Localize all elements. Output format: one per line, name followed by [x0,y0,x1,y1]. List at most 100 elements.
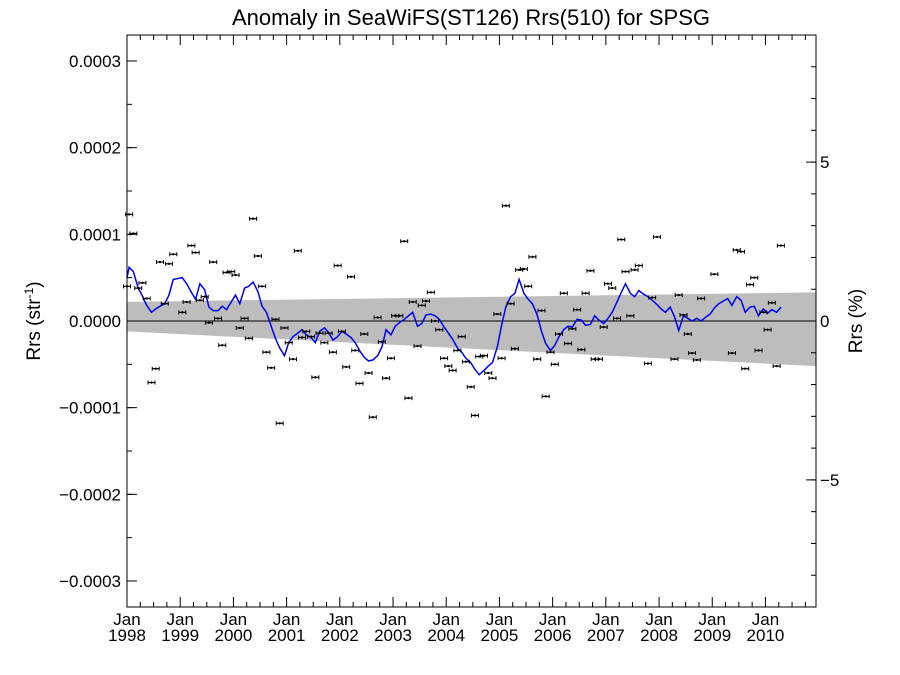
data-point-marker [411,300,414,304]
data-point [311,375,320,380]
data-point-marker [247,337,251,340]
data-point [466,384,475,389]
data-point-marker [655,235,659,239]
data-point-marker [260,285,264,288]
x-tick-month-label: Jan [433,610,460,629]
data-point-marker [145,297,148,300]
data-point [258,284,267,289]
right-y-tick-label: 0 [820,312,829,331]
data-point-marker [620,238,623,241]
data-point [417,303,426,308]
data-point [364,371,373,375]
data-point [461,359,470,364]
data-point [368,415,377,420]
data-point-marker [190,244,193,247]
data-point [288,357,297,362]
data-point [151,366,160,371]
x-tick-year-label: 2002 [321,626,359,645]
data-point [493,312,502,317]
data-point [581,291,590,296]
data-point-marker [358,382,361,385]
data-point [337,329,346,334]
x-tick-month-label: Jan [699,610,726,629]
data-point-marker [363,332,366,336]
data-point-marker [318,331,321,335]
data-point-marker [376,316,379,319]
data-point [413,344,422,349]
x-tick-year-label: 2000 [214,626,252,645]
data-point [328,350,337,355]
data-point [555,332,564,336]
data-point [218,343,227,348]
data-point-marker [522,267,526,271]
data-point [422,299,431,304]
data-point [692,358,701,362]
data-point [586,268,595,273]
data-point [382,376,391,381]
data-point-marker [438,328,441,331]
data-point-marker [167,262,171,265]
data-point-marker [207,321,211,324]
data-point-marker [606,282,610,285]
data-point-marker [230,270,233,273]
data-point [440,356,449,361]
data-point-marker [442,357,446,360]
data-point-marker [447,364,450,368]
data-point-marker [349,275,353,278]
x-tick-month-label: Jan [592,610,619,629]
data-point-marker [597,357,601,361]
data-point-marker [416,344,419,348]
data-point [240,316,249,321]
data-point [275,421,284,426]
data-point [320,340,329,345]
data-point [480,353,489,358]
data-point-marker [354,349,357,352]
data-point-marker [682,313,685,317]
data-point [315,331,324,336]
data-point-marker [753,276,756,279]
data-point [187,243,196,248]
data-point-marker [420,304,423,307]
data-point [231,273,240,278]
data-point [453,348,462,353]
data-point [235,325,244,330]
data-point [541,394,550,399]
data-point [209,260,218,265]
data-point-marker [331,351,335,354]
data-point-marker [238,326,241,330]
data-point-marker [460,335,463,338]
data-point-marker [305,330,308,333]
data-point-marker [571,327,574,330]
x-tick-month-label: Jan [220,610,247,629]
data-point [488,376,497,381]
data-point [222,270,231,275]
data-point-marker [629,314,632,317]
data-point-marker [673,357,676,361]
data-point-marker [172,253,175,256]
x-tick-year-label: 2010 [747,626,785,645]
data-point [533,357,542,362]
data-point-marker [402,240,406,243]
data-point-marker [549,351,552,354]
data-point [408,299,417,304]
data-point-marker [296,249,299,252]
data-point-marker [500,357,503,360]
left-y-axis: 0.0003 0.0002 0.0001 0.0000 −0.0001 −0.0002 −0… [59,52,137,591]
data-point-marker [141,281,144,285]
data-point-marker [757,349,760,352]
x-tick-year-label: 1998 [108,626,146,645]
data-point [142,296,151,301]
data-point-marker [580,348,583,351]
data-point [746,282,755,287]
left-y-tick-label: −0.0003 [59,572,121,591]
data-point-marker [211,260,215,264]
data-point-marker [456,349,459,352]
data-point-marker [323,341,326,344]
data-point [550,362,559,367]
data-point-marker [491,377,494,380]
data-point [448,368,457,373]
data-point [564,341,573,346]
data-point-marker [695,358,699,362]
data-point-marker [398,314,401,317]
